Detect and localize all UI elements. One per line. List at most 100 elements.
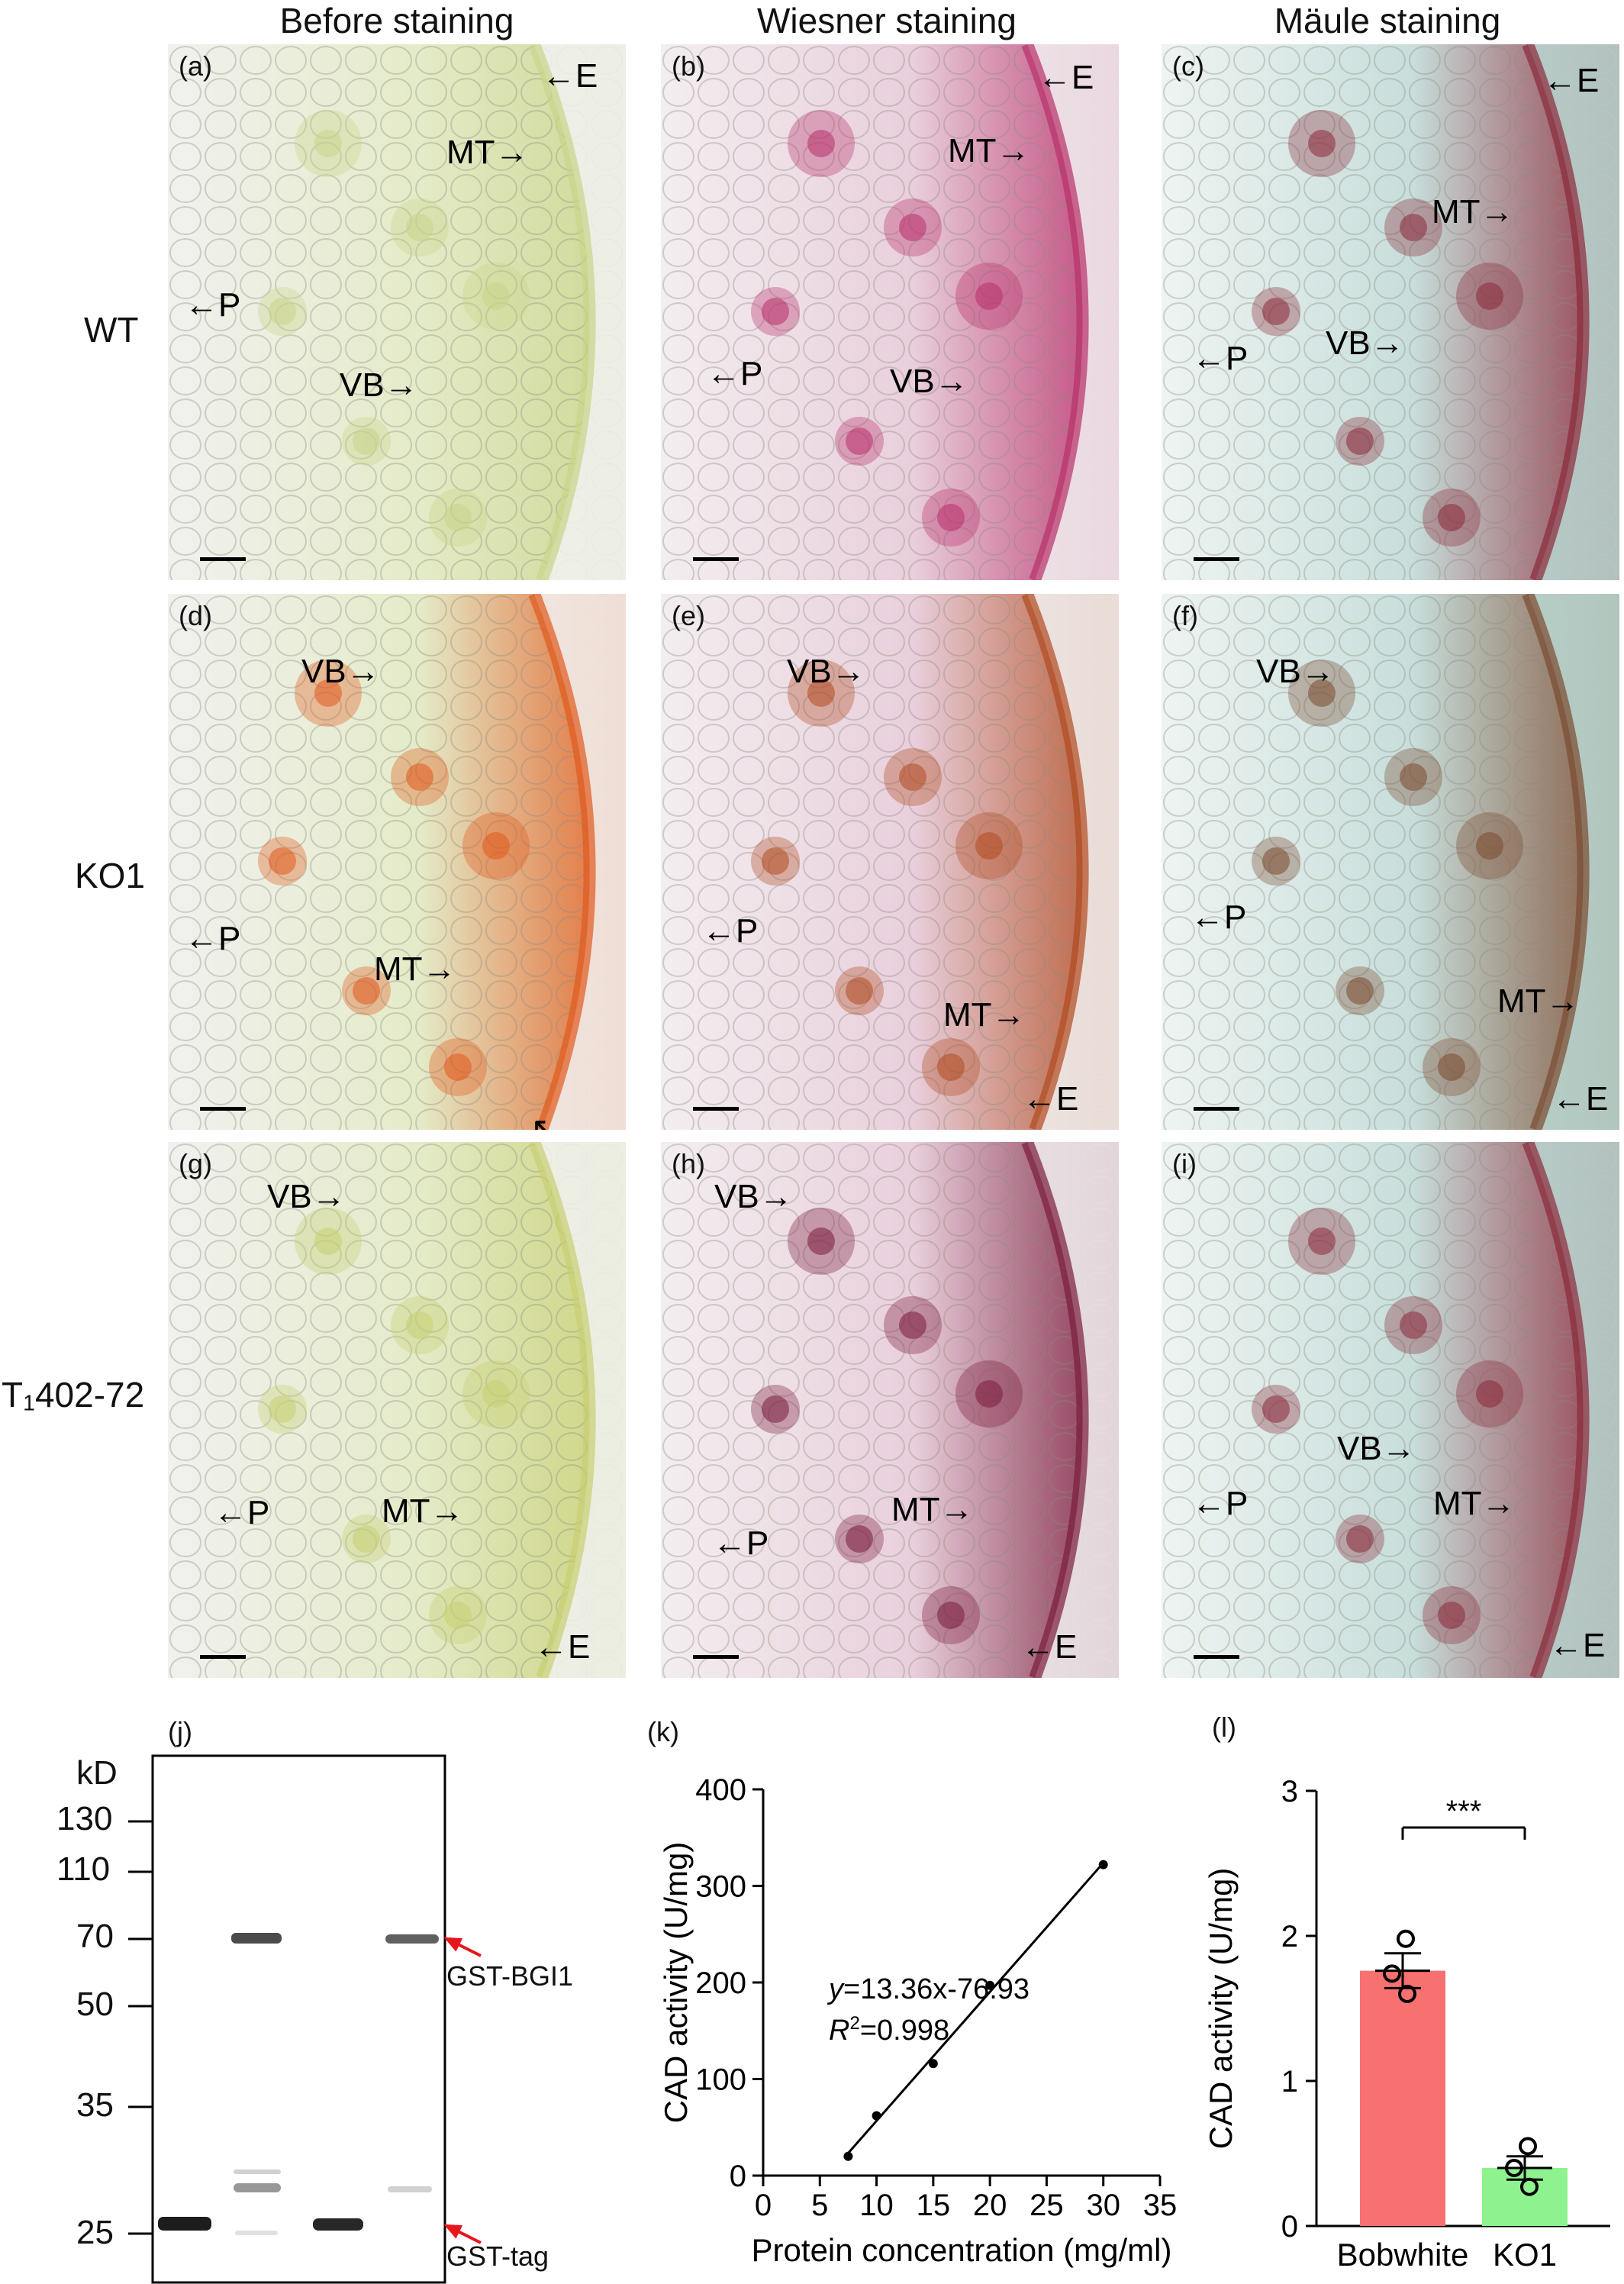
y-tick-label: 300 [695, 1870, 746, 1904]
annotation-p-a: ←P [185, 286, 241, 324]
y-tick-label: 200 [695, 1966, 746, 2000]
annotation-e-e: ←E [1023, 1080, 1079, 1118]
micrograph-d: (d) ↖E MT→ VB→ ←P [168, 594, 626, 1130]
annotation-e-c: ←E [1543, 62, 1600, 99]
annotation-p-e: ←P [702, 912, 759, 950]
micrograph-a: (a) ←E MT→ VB→ ←P [168, 44, 626, 580]
annotation-vb-h: VB→ [714, 1178, 793, 1215]
replicate-point [1520, 2177, 1539, 2196]
blot-bands [158, 1933, 439, 2235]
micrograph-image-a [168, 44, 626, 580]
fit-r2: R2=0.998 [829, 2013, 949, 2047]
blot-marker-ticks [128, 1820, 153, 2235]
significance-label: *** [1446, 1795, 1482, 1828]
band-label-gst-tag: GST-tag [446, 2240, 549, 2272]
micrograph-h: (h) ←E MT→ VB→ ←P [661, 1142, 1119, 1678]
scale-bar-c [1194, 557, 1239, 561]
micrograph-b: (b) ←E MT→ VB→ ←P [661, 44, 1119, 580]
scale-bar-d [200, 1107, 246, 1111]
data-point [985, 1980, 995, 1990]
annotation-p-f: ←P [1191, 898, 1247, 936]
panel-label-f: (f) [1172, 600, 1198, 631]
x-tick-label: 10 [859, 2189, 894, 2222]
x-tick-label: 15 [917, 2189, 951, 2222]
annotation-e-d: ↖E [530, 1111, 559, 1131]
annotation-e-g: ←E [534, 1628, 591, 1666]
fit-line [843, 1862, 1104, 2158]
arrow-gst-tag-head [443, 2224, 463, 2239]
blot-panel-label: (j) [168, 1716, 192, 1747]
replicate-point [1383, 1964, 1401, 1983]
micrograph-image-g [168, 1142, 626, 1678]
chart-l-label: (l) [1212, 1711, 1236, 1743]
column-title-before: Before staining [279, 1, 514, 40]
micrograph-image-d [168, 594, 626, 1130]
annotation-vb-e: VB→ [787, 653, 865, 690]
annotation-e-b: ←E [1038, 59, 1094, 96]
bar-bobwhite [1360, 1970, 1445, 2226]
annotation-p-h: ←P [713, 1524, 769, 1562]
panel-label-i: (i) [1172, 1148, 1197, 1179]
blot-frame [151, 1754, 446, 2284]
micrograph-c: (c) ←E MT→ VB→ ←P [1162, 44, 1619, 580]
panel-label-d: (d) [179, 600, 212, 631]
chart-k: 0 5 10 15 20 25 30 35 0 100 200 300 400 y=13.36x-76.9… [658, 1773, 1177, 2268]
replicate-point [1397, 1929, 1415, 1948]
x-tick-label: 30 [1086, 2189, 1120, 2222]
annotation-vb-d: VB→ [301, 653, 380, 690]
blot-marker-110: 110 [56, 1850, 111, 1888]
annotation-p-d: ←P [185, 920, 241, 957]
scale-bar-h [693, 1655, 739, 1659]
data-point [843, 2151, 853, 2161]
micrograph-image-h [661, 1142, 1119, 1678]
annotation-p-g: ←P [214, 1494, 270, 1531]
column-title-maule: Mäule staining [1274, 1, 1501, 40]
band-faint-lane2a [234, 2183, 281, 2192]
y-tick-label: 100 [695, 2063, 746, 2097]
data-point [1098, 1860, 1108, 1869]
x-axis-label: Protein concentration (mg/ml) [752, 2232, 1172, 2268]
panel-label-b: (b) [672, 50, 705, 82]
annotation-mt-h: MT→ [891, 1491, 974, 1528]
chart-k-label: (k) [647, 1716, 679, 1747]
band-gst-bgi1-lane4 [385, 1934, 439, 1944]
blot-marker-50: 50 [76, 1986, 114, 2023]
replicate-point [1519, 2137, 1537, 2156]
annotation-mt-e: MT→ [943, 996, 1026, 1034]
annotation-p-i: ←P [1192, 1485, 1249, 1522]
blot-unit-label: kD [76, 1754, 118, 1792]
chart-l: 0 1 2 3 Bobwhite KO1 *** CAD activity (U/mg) [1206, 1775, 1610, 2273]
blot-arrows [443, 1937, 482, 2244]
micrograph-f: (f) ←E MT→ VB→ ←P [1162, 594, 1619, 1130]
column-title-wiesner: Wiesner staining [756, 1, 1017, 40]
micrograph-image-f [1162, 594, 1619, 1130]
y-axis-label: CAD activity (U/mg) [658, 1842, 694, 2124]
annotation-vb-a: VB→ [340, 366, 418, 404]
y-axis-label: CAD activity (U/mg) [1206, 1868, 1239, 2150]
annotation-mt-i: MT→ [1433, 1485, 1516, 1522]
band-faint-lane4 [388, 2186, 432, 2192]
annotation-vb-b: VB→ [890, 363, 968, 400]
annotation-vb-c: VB→ [1326, 324, 1404, 362]
band-gst-bgi1-lane2 [231, 1933, 282, 1944]
scale-bar-f [1194, 1107, 1239, 1111]
fit-equation: y=13.36x-76.93 [826, 1973, 1030, 2005]
x-tick-label: 20 [973, 2189, 1007, 2222]
row-label-ko1: KO1 [75, 856, 146, 895]
arrow-gst-bgi1-head [443, 1937, 463, 1952]
annotation-p-b: ←P [707, 355, 763, 392]
panel-label-c: (c) [1172, 50, 1204, 82]
band-gst-tag-lane1 [158, 2217, 211, 2231]
annotation-mt-b: MT→ [948, 132, 1030, 169]
x-tick-label: 0 [755, 2189, 772, 2222]
scale-bar-a [200, 557, 246, 561]
annotation-p-c: ←P [1192, 340, 1249, 377]
x-tick-label: 25 [1030, 2189, 1064, 2222]
y-tick-label: 1 [1281, 2065, 1298, 2099]
annotation-vb-f: VB→ [1256, 653, 1335, 690]
x-tick-label: KO1 [1493, 2237, 1557, 2273]
annotation-mt-g: MT→ [382, 1492, 464, 1530]
blot-image [128, 1754, 482, 2284]
panel-label-e: (e) [672, 600, 705, 631]
band-faint-lane2c [235, 2231, 278, 2235]
